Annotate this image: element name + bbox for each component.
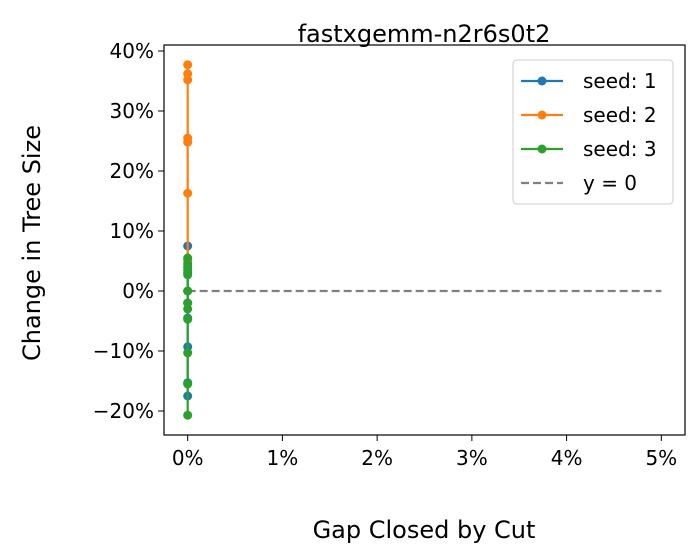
plot-frame xyxy=(163,44,686,436)
data-point xyxy=(183,348,193,358)
data-point xyxy=(183,60,193,70)
legend-entry: seed: 2 xyxy=(521,103,657,127)
data-point xyxy=(183,188,193,198)
legend-label: seed: 2 xyxy=(583,103,657,127)
series-2 xyxy=(183,60,193,266)
data-point xyxy=(183,314,193,324)
legend-label: y = 0 xyxy=(583,171,637,195)
x-tick-label: 1% xyxy=(267,446,299,470)
legend-marker xyxy=(537,144,547,154)
series-3 xyxy=(183,253,193,420)
legend-entry: y = 0 xyxy=(521,171,637,195)
y-tick-label: 0% xyxy=(122,279,154,303)
x-tick-label: 2% xyxy=(361,446,393,470)
data-point xyxy=(183,286,193,296)
x-tick-label: 3% xyxy=(456,446,488,470)
data-point xyxy=(183,304,193,314)
data-point xyxy=(183,410,193,420)
x-axis-label: Gap Closed by Cut xyxy=(313,516,536,544)
y-tick-label: −10% xyxy=(93,339,154,363)
legend-box xyxy=(512,59,674,205)
legend-entry: seed: 3 xyxy=(521,137,657,161)
legend: seed: 1 seed: 2 seed: 3 y = 0 xyxy=(512,59,674,205)
chart-title: fastxgemm-n2r6s0t2 xyxy=(298,20,551,48)
y-tick-label: 40% xyxy=(110,39,154,63)
mark-layer xyxy=(183,60,662,420)
legend-marker xyxy=(537,76,547,86)
data-point xyxy=(183,270,193,280)
x-tick-label: 0% xyxy=(172,446,204,470)
legend-entry: seed: 1 xyxy=(521,69,657,93)
tick-layer: 0% 1% 2% 3% 4% 5% −20% −10% 0% 10% 20% 30% 40% xyxy=(93,39,677,470)
legend-label: seed: 3 xyxy=(583,137,657,161)
data-point xyxy=(183,75,193,85)
x-tick-label: 4% xyxy=(551,446,583,470)
legend-label: seed: 1 xyxy=(583,69,657,93)
y-tick-label: −20% xyxy=(93,399,154,423)
y-tick-label: 20% xyxy=(110,159,154,183)
y-axis-label: Change in Tree Size xyxy=(18,125,46,361)
legend-marker xyxy=(537,110,547,120)
y-tick-label: 10% xyxy=(110,219,154,243)
data-point xyxy=(183,379,193,389)
data-point xyxy=(183,137,193,147)
x-tick-label: 5% xyxy=(645,446,677,470)
y-tick-label: 30% xyxy=(110,99,154,123)
